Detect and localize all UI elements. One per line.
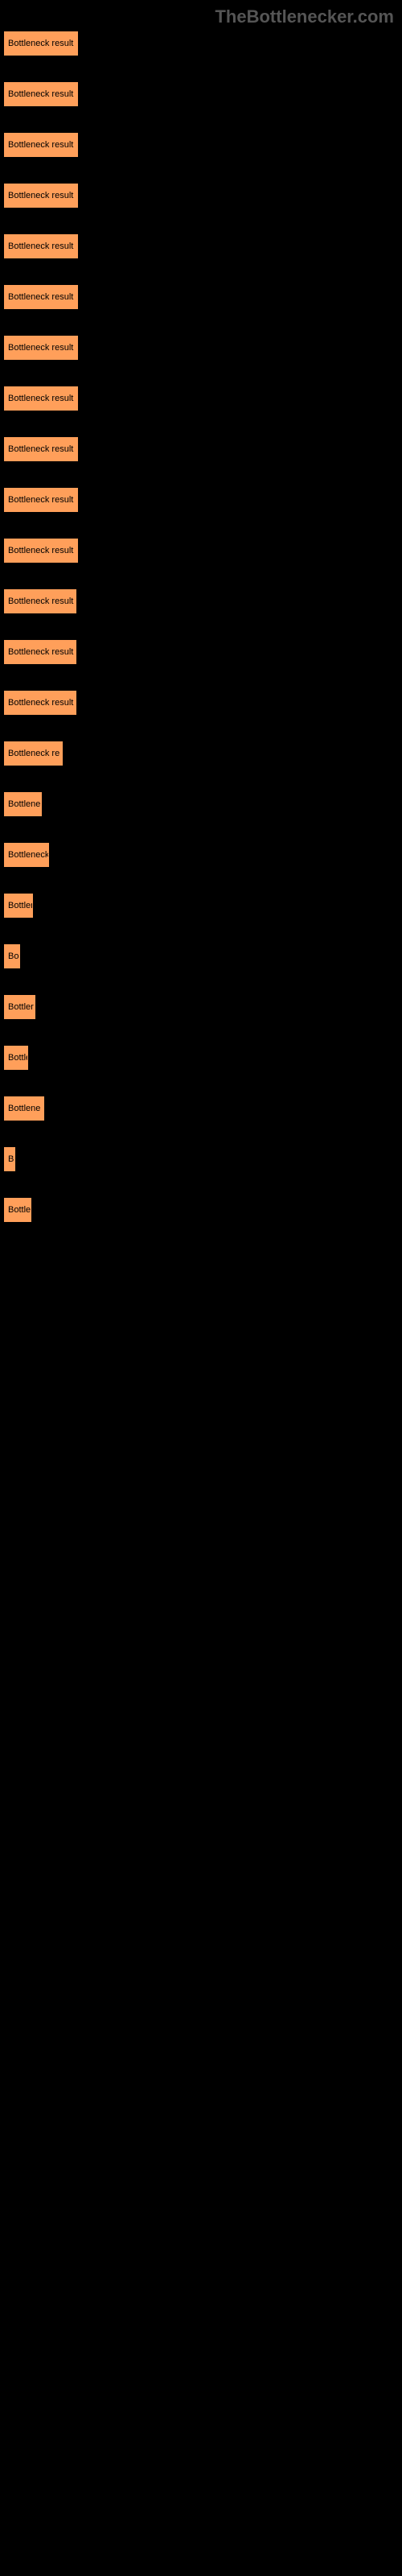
bar: Bottleneck result [4,539,78,563]
bar-row: Bottle [4,1198,402,1222]
bar-row: Bottlene [4,792,402,816]
bar-label: Bottler [8,901,33,910]
bar-row: Bottler [4,995,402,1019]
bar: Bottle [4,1046,28,1070]
bar-row: Bottleneck result [4,539,402,563]
bar: Bottleneck result [4,82,78,106]
bar-row: Bottleneck result [4,691,402,715]
bar-row: Bottle [4,1046,402,1070]
bar: B [4,1147,15,1171]
bar-label: Bottleneck result [8,394,73,403]
bar-row: Bottleneck result [4,285,402,309]
bar-row: Bottleneck result [4,488,402,512]
bar: Bottleneck re [4,741,63,766]
bar-row: B [4,1147,402,1171]
bar: Bottleneck result [4,488,78,512]
bar-row: Bottleneck result [4,133,402,157]
bar-row: Bottleneck result [4,437,402,461]
bar: Bottler [4,995,35,1019]
bar-label: Bottleneck result [8,242,73,251]
bar: Bottleneck result [4,133,78,157]
bar-row: Bottlene [4,1096,402,1121]
bar-row: Bottleneck result [4,82,402,106]
bar: Bottleneck result [4,691,76,715]
bar-label: Bottleneck result [8,698,73,708]
bar-label: Bottlene [8,1104,40,1113]
bar: Bottleneck [4,843,49,867]
bar-label: Bottleneck result [8,140,73,150]
bar: Bottleneck result [4,640,76,664]
bar: Bottleneck result [4,184,78,208]
bar-row: Bottleneck result [4,336,402,360]
bottleneck-chart: Bottleneck result Bottleneck result Bottle… [0,27,402,1222]
bar-label: Bottleneck [8,850,49,860]
bar: Bottleneck result [4,234,78,258]
bar-label: Bottleneck result [8,191,73,200]
bar-label: Bottleneck result [8,89,73,99]
bar: Bottlene [4,792,42,816]
bar-row: Bottler [4,894,402,918]
bar-label: Bottle [8,1205,31,1215]
bar: Bottle [4,1198,31,1222]
bar: Bo [4,944,20,968]
bar-label: Bottleneck result [8,546,73,555]
bar-label: Bottleneck result [8,495,73,505]
bar: Bottler [4,894,33,918]
bar: Bottleneck result [4,285,78,309]
bar: Bottleneck result [4,336,78,360]
bar-row: Bottleneck result [4,184,402,208]
bar: Bottleneck result [4,589,76,613]
bar-label: Bottle [8,1053,28,1063]
bar-row: Bottleneck result [4,640,402,664]
bar-label: Bottleneck re [8,749,59,758]
bar-row: Bottleneck [4,843,402,867]
bar-row: Bottleneck result [4,589,402,613]
bar-label: Bottleneck result [8,647,73,657]
watermark-text: TheBottlenecker.com [0,0,402,27]
bar-label: Bottleneck result [8,39,73,48]
bar-label: Bottleneck result [8,444,73,454]
bar: Bottlene [4,1096,44,1121]
bar: Bottleneck result [4,31,78,56]
bar-row: Bottleneck re [4,741,402,766]
bar-label: Bottleneck result [8,343,73,353]
bar-row: Bottleneck result [4,386,402,411]
bar-label: Bo [8,952,18,961]
bar: Bottleneck result [4,386,78,411]
bar-label: Bottler [8,1002,34,1012]
bar-label: B [8,1154,14,1164]
bar-row: Bo [4,944,402,968]
bar-label: Bottleneck result [8,292,73,302]
bar-row: Bottleneck result [4,31,402,56]
bar: Bottleneck result [4,437,78,461]
bar-label: Bottleneck result [8,597,73,606]
bar-label: Bottlene [8,799,40,809]
bar-row: Bottleneck result [4,234,402,258]
